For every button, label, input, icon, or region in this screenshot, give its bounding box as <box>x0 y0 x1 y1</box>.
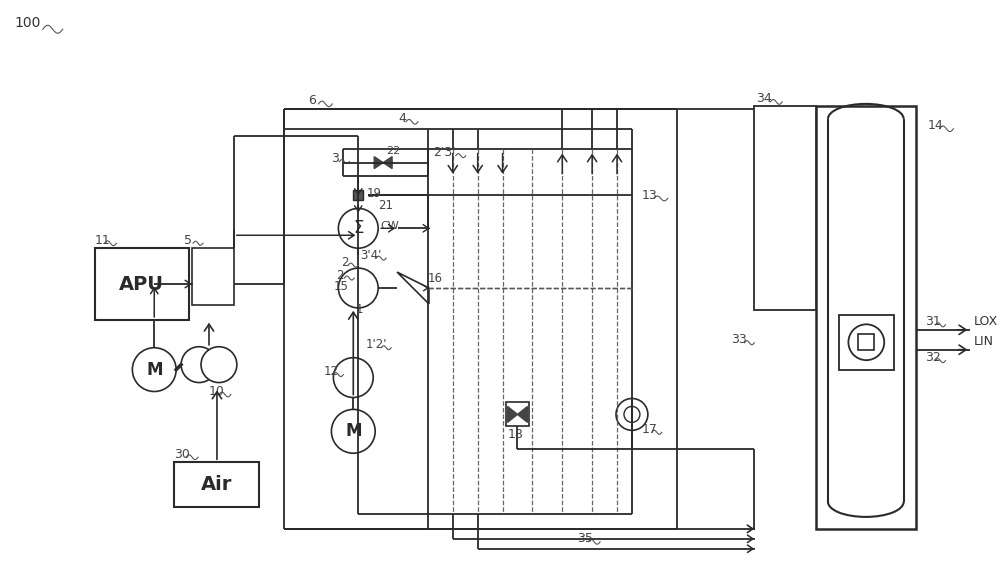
Text: 1'2': 1'2' <box>365 338 387 351</box>
Text: 16: 16 <box>428 272 443 284</box>
Text: 19: 19 <box>366 187 381 200</box>
Polygon shape <box>508 406 517 422</box>
Bar <box>816 106 916 529</box>
Text: APU: APU <box>119 274 164 294</box>
Polygon shape <box>397 272 429 304</box>
Bar <box>858 334 874 350</box>
Text: 2'3': 2'3' <box>433 146 456 159</box>
Text: 10: 10 <box>209 385 225 398</box>
Text: 12: 12 <box>323 365 338 378</box>
Circle shape <box>848 324 884 360</box>
Text: 15: 15 <box>333 280 348 292</box>
Text: 22: 22 <box>386 146 400 156</box>
Text: 31: 31 <box>926 316 941 328</box>
Text: 30: 30 <box>174 448 190 461</box>
Bar <box>506 402 529 426</box>
Text: 14: 14 <box>928 119 943 132</box>
Circle shape <box>616 398 648 430</box>
Text: Air: Air <box>201 475 232 494</box>
Bar <box>174 462 259 507</box>
Text: 1: 1 <box>355 303 363 316</box>
Circle shape <box>624 406 640 422</box>
Circle shape <box>331 409 375 453</box>
Text: M: M <box>146 361 163 379</box>
Text: 2: 2 <box>341 256 349 269</box>
Text: 32: 32 <box>926 351 941 364</box>
Text: LIN: LIN <box>973 335 993 348</box>
Circle shape <box>333 358 373 397</box>
Bar <box>95 248 189 320</box>
Text: 2: 2 <box>336 269 344 281</box>
Text: CW: CW <box>380 221 399 231</box>
Text: Σ: Σ <box>353 219 364 237</box>
Circle shape <box>181 347 217 383</box>
Text: 35: 35 <box>577 532 593 545</box>
Bar <box>839 315 894 369</box>
Text: 3'4': 3'4' <box>360 248 382 262</box>
Circle shape <box>132 348 176 391</box>
Text: 3: 3 <box>331 152 339 165</box>
Bar <box>754 106 816 310</box>
Polygon shape <box>383 157 392 168</box>
Text: 4: 4 <box>398 112 406 125</box>
Bar <box>192 248 234 305</box>
Circle shape <box>338 208 378 248</box>
Text: 100: 100 <box>15 16 41 30</box>
Text: 6: 6 <box>309 94 316 108</box>
Text: 11: 11 <box>95 234 110 247</box>
Circle shape <box>338 268 378 308</box>
Circle shape <box>201 347 237 383</box>
Text: M: M <box>345 422 362 440</box>
Bar <box>353 190 363 200</box>
Text: 34: 34 <box>756 93 772 105</box>
Text: 18: 18 <box>508 428 523 441</box>
Text: LOX: LOX <box>973 316 998 328</box>
Text: 33: 33 <box>731 334 747 346</box>
Polygon shape <box>517 406 527 422</box>
Text: 5: 5 <box>184 234 192 247</box>
Text: 17: 17 <box>642 423 658 436</box>
Text: 21: 21 <box>378 199 393 212</box>
Text: 13: 13 <box>642 189 658 202</box>
Polygon shape <box>374 157 383 168</box>
